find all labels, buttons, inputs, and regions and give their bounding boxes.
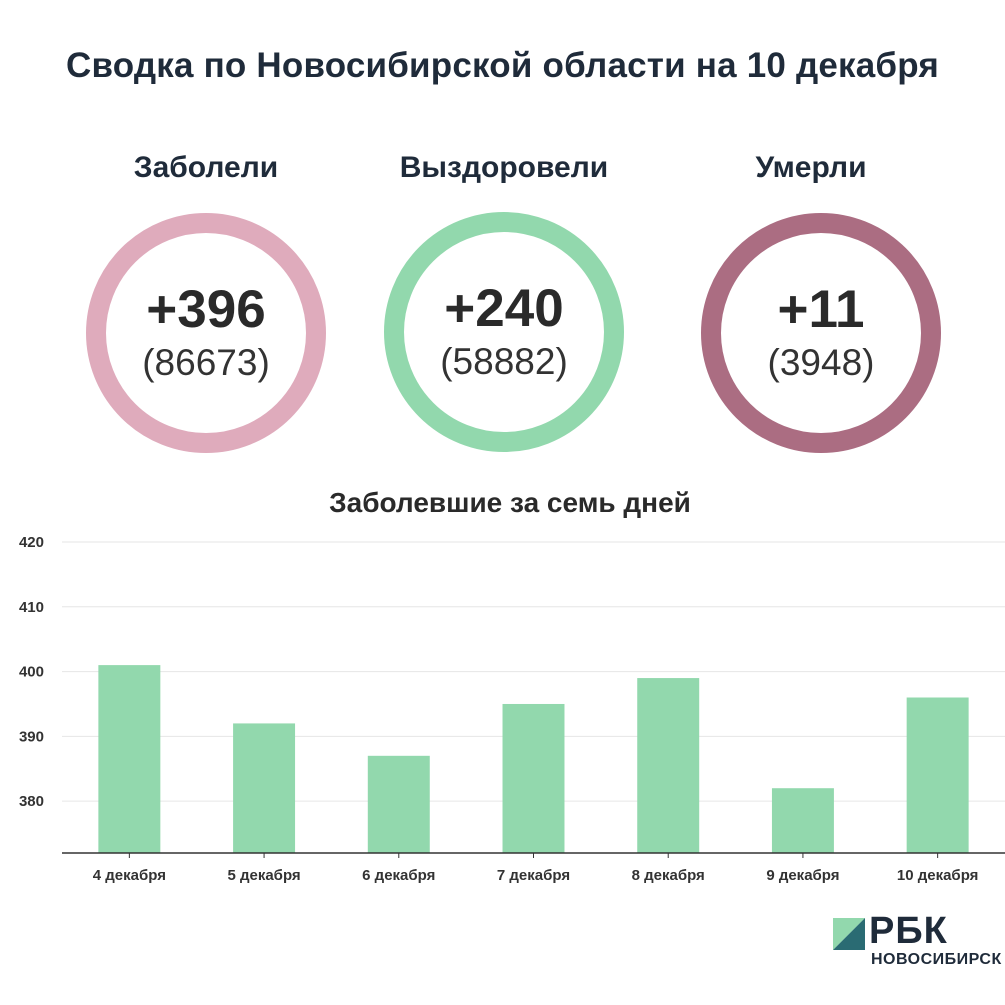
chart-title: Заболевшие за семь дней	[329, 487, 691, 518]
x-tick-label: 8 декабря	[632, 867, 705, 884]
bar	[771, 788, 834, 853]
recovered-delta: +240	[444, 279, 564, 338]
stat-deaths: Умерли	[661, 148, 961, 188]
ring-content: +11 (3948)	[721, 233, 921, 433]
y-tick-label: 420	[19, 534, 44, 551]
deaths-delta: +11	[777, 280, 865, 339]
logo-mark-icon	[833, 918, 865, 950]
ring-content: +396 (86673)	[106, 233, 306, 433]
bar-chart: 380 390 400 410 420 4 декабря 5 декабря 6 декаб…	[19, 534, 1005, 884]
stat-label: Умерли	[755, 151, 867, 184]
x-tick-label: 4 декабря	[93, 867, 166, 884]
recovered-ring: +240 (58882)	[384, 212, 624, 452]
stat-label: Заболели	[133, 151, 279, 184]
bar	[233, 723, 296, 853]
y-tick-label: 400	[19, 664, 44, 681]
logo-subtitle: НОВОСИБИРСК	[871, 951, 1002, 968]
infected-ring: +396 (86673)	[86, 213, 326, 453]
stat-label: Выздоровели	[399, 151, 609, 184]
x-tick-label: 9 декабря	[766, 867, 839, 884]
x-tick-label: 5 декабря	[227, 867, 300, 884]
bar	[502, 703, 565, 853]
bar	[637, 678, 700, 853]
bar	[906, 697, 969, 853]
bar	[367, 755, 430, 853]
page-title: Сводка по Новосибирской области на 10 де…	[66, 46, 939, 85]
bar	[98, 665, 161, 853]
y-tick-label: 410	[19, 599, 44, 616]
stat-infected: Заболели	[56, 148, 356, 188]
deaths-ring: +11 (3948)	[701, 213, 941, 453]
x-tick-label: 10 декабря	[897, 867, 979, 884]
ring-content: +240 (58882)	[404, 232, 604, 432]
y-tick-label: 380	[19, 793, 44, 810]
x-tick-label: 7 декабря	[497, 867, 570, 884]
recovered-total: (58882)	[440, 341, 568, 382]
infected-total: (86673)	[142, 342, 270, 383]
x-tick-label: 6 декабря	[362, 867, 435, 884]
deaths-total: (3948)	[767, 342, 875, 383]
stat-recovered: Выздоровели	[354, 148, 654, 188]
infected-delta: +396	[146, 280, 266, 339]
y-tick-label: 390	[19, 728, 44, 745]
logo-text: РБК	[869, 910, 948, 952]
rbc-logo: РБК НОВОСИБИРСК	[833, 910, 1003, 974]
